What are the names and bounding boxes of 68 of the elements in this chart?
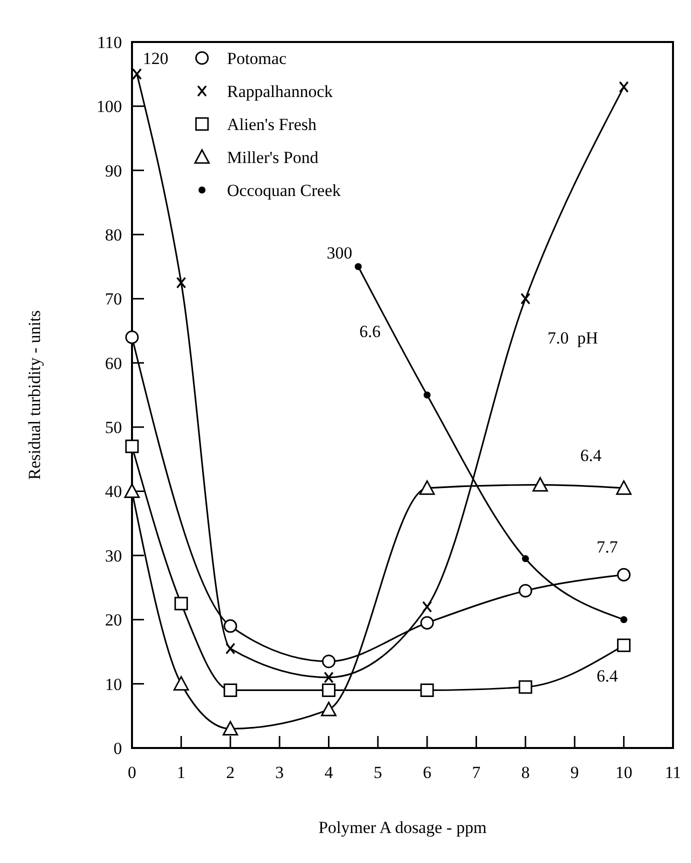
point <box>616 480 632 495</box>
legend-label: Miller's Pond <box>227 148 319 167</box>
x-tick-label: 3 <box>275 763 284 782</box>
point <box>518 680 532 694</box>
y-tick-label: 30 <box>105 546 122 566</box>
x-tick-label: 9 <box>570 763 579 782</box>
legend-label: Alien's Fresh <box>227 114 317 134</box>
point <box>173 676 189 691</box>
x-tick-label: 11 <box>664 763 682 782</box>
y-tick-label: 60 <box>105 354 122 373</box>
point <box>518 584 532 598</box>
x-tick-label: 5 <box>374 763 382 782</box>
annotation: 6.4 <box>596 666 618 686</box>
y-tick-label: 110 <box>97 32 122 52</box>
x-tick-label: 10 <box>615 763 632 782</box>
point <box>620 616 628 624</box>
annotation: 7.7 <box>596 538 618 557</box>
y-tick-label: 70 <box>105 290 122 309</box>
y-tick-label: 20 <box>105 610 122 630</box>
point <box>617 638 631 652</box>
point <box>224 683 238 697</box>
annotation: 120 <box>142 49 168 68</box>
x-tick-label: 1 <box>176 763 186 782</box>
point <box>324 672 334 684</box>
point <box>320 702 336 716</box>
point <box>617 568 631 582</box>
point <box>532 477 548 492</box>
point <box>420 683 434 697</box>
annotation: 6.6 <box>359 322 381 341</box>
y-axis-title: Residual turbidity - units <box>25 310 44 480</box>
y-tick-label: 0 <box>114 738 122 758</box>
x-tick-label: 2 <box>226 763 235 782</box>
point <box>422 600 432 613</box>
point <box>420 616 434 630</box>
point <box>176 276 186 289</box>
point <box>224 619 238 633</box>
y-tick-label: 100 <box>96 97 122 116</box>
x-tick-label: 4 <box>324 763 334 782</box>
point <box>174 596 188 610</box>
point <box>125 330 139 344</box>
point <box>419 480 435 495</box>
annotation: 6.4 <box>580 446 602 465</box>
point <box>132 68 142 80</box>
x-tick-label: 7 <box>472 763 482 782</box>
y-tick-label: 10 <box>105 674 122 694</box>
y-tick-label: 40 <box>105 482 122 502</box>
point <box>424 392 431 398</box>
point <box>520 292 530 305</box>
annotation: 7.0 pH <box>547 328 598 348</box>
point <box>225 642 236 654</box>
x-tick-label: 8 <box>521 763 530 782</box>
x-tick-label: 6 <box>422 763 432 782</box>
point <box>322 683 336 697</box>
point <box>354 263 362 270</box>
point <box>125 440 139 454</box>
y-tick-label: 50 <box>105 418 122 438</box>
point <box>222 720 238 736</box>
point <box>618 81 629 93</box>
annotation: 300 <box>326 244 352 263</box>
legend-label: Rappalhannock <box>227 82 334 101</box>
point <box>522 555 529 562</box>
legend-label: Potomac <box>227 48 287 68</box>
x-tick-label: 0 <box>128 763 136 782</box>
point <box>322 654 336 668</box>
y-tick-label: 90 <box>105 161 122 180</box>
y-tick-label: 80 <box>105 225 122 244</box>
legend-label: Occoquan Creek <box>227 180 342 200</box>
x-axis-title: Polymer A dosage - ppm <box>318 818 487 837</box>
